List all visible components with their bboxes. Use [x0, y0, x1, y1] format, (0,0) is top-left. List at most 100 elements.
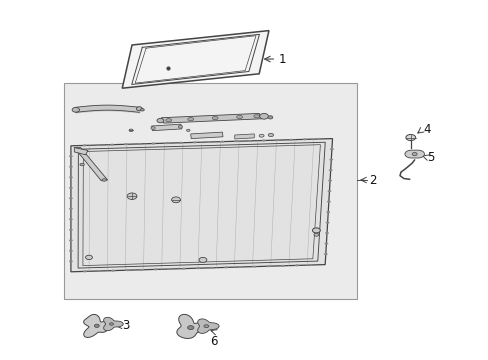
Ellipse shape: [94, 324, 99, 328]
Ellipse shape: [85, 255, 92, 260]
Polygon shape: [177, 314, 211, 338]
Ellipse shape: [234, 140, 238, 142]
Text: 6: 6: [210, 335, 218, 348]
Ellipse shape: [69, 166, 73, 168]
Ellipse shape: [268, 134, 273, 137]
Ellipse shape: [69, 197, 73, 199]
Ellipse shape: [69, 239, 73, 241]
Ellipse shape: [187, 117, 193, 121]
Ellipse shape: [294, 264, 298, 266]
Ellipse shape: [259, 134, 264, 137]
Ellipse shape: [165, 119, 171, 122]
Ellipse shape: [328, 169, 332, 171]
Text: 1: 1: [278, 53, 285, 66]
Ellipse shape: [69, 218, 73, 220]
Ellipse shape: [171, 197, 180, 203]
Polygon shape: [190, 132, 223, 139]
Ellipse shape: [247, 140, 251, 142]
Ellipse shape: [109, 323, 113, 325]
Ellipse shape: [69, 250, 73, 252]
Ellipse shape: [325, 211, 329, 213]
Ellipse shape: [196, 267, 200, 269]
Ellipse shape: [199, 257, 206, 262]
Ellipse shape: [327, 180, 331, 181]
Ellipse shape: [411, 153, 416, 156]
Ellipse shape: [167, 268, 171, 270]
Ellipse shape: [259, 113, 268, 119]
Ellipse shape: [266, 265, 270, 267]
Ellipse shape: [139, 269, 143, 271]
Ellipse shape: [325, 222, 329, 224]
Ellipse shape: [178, 125, 183, 128]
Polygon shape: [74, 148, 88, 155]
Ellipse shape: [192, 141, 196, 143]
Ellipse shape: [157, 118, 163, 123]
Polygon shape: [74, 148, 107, 181]
Ellipse shape: [127, 193, 137, 199]
Polygon shape: [151, 124, 182, 131]
Ellipse shape: [69, 176, 73, 178]
Ellipse shape: [275, 139, 279, 141]
Bar: [63, 83, 356, 299]
Ellipse shape: [82, 144, 86, 147]
Ellipse shape: [323, 253, 327, 255]
Ellipse shape: [186, 129, 189, 131]
Ellipse shape: [206, 141, 210, 143]
Ellipse shape: [69, 260, 73, 262]
Ellipse shape: [110, 144, 114, 146]
Polygon shape: [83, 314, 116, 337]
Ellipse shape: [203, 325, 208, 328]
Ellipse shape: [125, 269, 129, 271]
Text: 4: 4: [422, 123, 429, 136]
Ellipse shape: [267, 116, 272, 119]
Ellipse shape: [405, 135, 415, 141]
Ellipse shape: [253, 114, 259, 118]
Ellipse shape: [136, 107, 142, 111]
Polygon shape: [71, 139, 332, 272]
Polygon shape: [234, 134, 254, 139]
Text: 5: 5: [427, 151, 434, 164]
Ellipse shape: [69, 229, 73, 231]
Ellipse shape: [327, 190, 331, 192]
Ellipse shape: [220, 141, 224, 143]
Ellipse shape: [261, 139, 265, 141]
Ellipse shape: [129, 129, 133, 132]
Ellipse shape: [111, 270, 115, 271]
Ellipse shape: [96, 144, 100, 146]
Ellipse shape: [80, 163, 84, 166]
Ellipse shape: [69, 208, 73, 210]
Ellipse shape: [224, 266, 228, 269]
Ellipse shape: [182, 267, 185, 270]
Ellipse shape: [316, 138, 320, 140]
Ellipse shape: [151, 143, 155, 144]
Polygon shape: [103, 317, 123, 331]
Ellipse shape: [238, 266, 242, 268]
Ellipse shape: [153, 269, 157, 270]
Ellipse shape: [313, 233, 318, 236]
Ellipse shape: [324, 243, 328, 244]
Ellipse shape: [303, 138, 306, 140]
Text: 3: 3: [122, 319, 129, 332]
Ellipse shape: [252, 266, 256, 267]
Ellipse shape: [165, 142, 169, 144]
Ellipse shape: [72, 108, 79, 112]
Ellipse shape: [69, 187, 73, 189]
Ellipse shape: [210, 267, 214, 269]
Ellipse shape: [83, 270, 87, 273]
Ellipse shape: [102, 179, 106, 181]
Ellipse shape: [326, 201, 330, 203]
Ellipse shape: [289, 139, 293, 141]
Ellipse shape: [140, 109, 144, 111]
Polygon shape: [161, 113, 261, 123]
Ellipse shape: [308, 264, 312, 266]
Ellipse shape: [280, 265, 284, 267]
Ellipse shape: [179, 142, 183, 144]
Polygon shape: [122, 31, 268, 88]
Ellipse shape: [69, 155, 73, 157]
Text: 2: 2: [368, 174, 375, 186]
Ellipse shape: [325, 232, 328, 234]
Polygon shape: [197, 319, 219, 333]
Ellipse shape: [124, 143, 128, 145]
Ellipse shape: [329, 159, 333, 161]
Ellipse shape: [187, 326, 193, 330]
